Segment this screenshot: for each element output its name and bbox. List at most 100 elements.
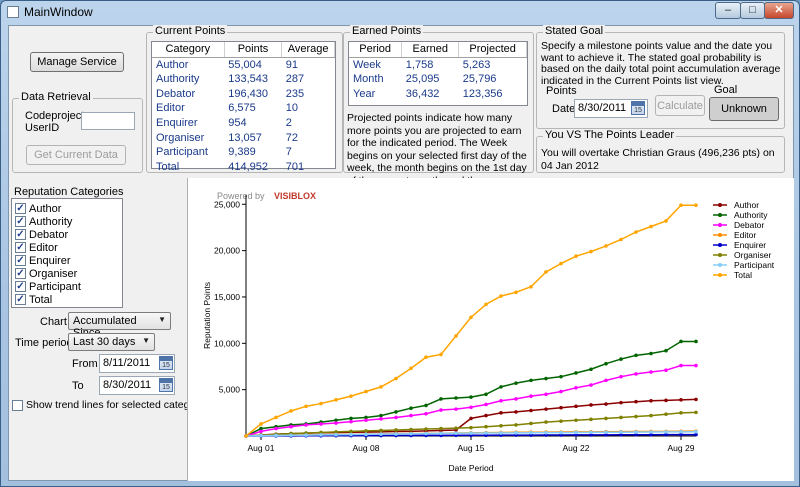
category-item-total[interactable]: ✓ Total: [15, 293, 52, 306]
data-point-total: [679, 203, 683, 207]
category-item-authority[interactable]: ✓ Authority: [15, 215, 72, 228]
col-average[interactable]: Average: [281, 42, 335, 58]
to-calendar-icon[interactable]: 15: [159, 378, 173, 392]
data-point-organiser: [364, 429, 368, 433]
data-point-organiser: [589, 417, 593, 422]
table-row[interactable]: Month 25,095 25,796: [349, 72, 527, 87]
current-points-label: Current Points: [153, 25, 228, 37]
chart-pane: Powered by VISIBLOX 5,000 10,000 15,000 20,00…: [187, 178, 794, 481]
data-point-participant: [304, 433, 308, 437]
goal-calendar-icon[interactable]: 15: [631, 101, 645, 115]
data-point-total: [349, 394, 353, 398]
goal-date-label: Date: [552, 103, 576, 115]
table-cell: 196,430: [228, 87, 268, 100]
data-point-organiser: [454, 426, 458, 430]
category-checkbox[interactable]: ✓: [15, 268, 26, 279]
col-category[interactable]: Category: [152, 42, 225, 58]
get-current-data-button[interactable]: Get Current Data: [26, 145, 126, 165]
table-row[interactable]: Enquirer 954 2: [152, 116, 335, 131]
table-cell: Month: [353, 73, 384, 86]
current-points-table[interactable]: Category Points Average Author 55,004 91 Au…: [151, 41, 336, 173]
userid-label-line2: UserID: [25, 122, 60, 134]
category-item-organiser[interactable]: ✓ Organiser: [15, 267, 77, 280]
data-point-debator: [499, 398, 503, 403]
table-row[interactable]: Debator 196,430 235: [152, 86, 335, 101]
data-point-total: [259, 422, 263, 426]
category-item-author[interactable]: ✓ Author: [15, 202, 61, 215]
table-cell: 25,796: [462, 73, 497, 86]
data-retrieval-group: Data Retrieval Codeproject UserID Get Cu…: [12, 91, 143, 173]
data-point-authority: [364, 415, 368, 420]
maximize-button[interactable]: □: [740, 2, 765, 19]
calculate-button[interactable]: Calculate: [655, 95, 705, 116]
data-point-debator: [514, 397, 518, 401]
col-period[interactable]: Period: [349, 42, 403, 58]
category-checkbox[interactable]: ✓: [15, 281, 26, 292]
data-point-debator: [439, 408, 443, 412]
to-date-input[interactable]: 8/30/2011: [99, 376, 175, 395]
category-item-editor[interactable]: ✓ Editor: [15, 241, 58, 254]
close-button[interactable]: ✕: [764, 2, 794, 19]
category-checkbox[interactable]: ✓: [15, 216, 26, 227]
time-period-select[interactable]: Last 30 days ▼: [68, 333, 155, 351]
table-row[interactable]: Organiser 13,057 72: [152, 130, 335, 145]
goal-date-input[interactable]: 8/30/2011: [574, 99, 648, 118]
category-checkbox[interactable]: ✓: [15, 203, 26, 214]
data-point-enquirer: [604, 433, 608, 437]
data-point-total: [394, 376, 398, 381]
from-label: From: [72, 358, 98, 370]
table-row[interactable]: Year 36,432 123,356: [349, 86, 527, 101]
category-checkbox[interactable]: ✓: [15, 255, 26, 266]
table-cell: Organiser: [156, 131, 205, 144]
y-tick-label: 15,000: [214, 292, 240, 302]
category-checkbox[interactable]: ✓: [15, 242, 26, 253]
category-item-enquirer[interactable]: ✓ Enquirer: [15, 254, 71, 267]
table-row[interactable]: Editor 6,575 10: [152, 101, 335, 116]
data-point-author: [664, 398, 668, 403]
manage-service-button[interactable]: Manage Service: [30, 52, 124, 72]
data-point-total: [634, 230, 638, 234]
col-earned[interactable]: Earned: [401, 42, 460, 58]
from-date-input[interactable]: 8/11/2011: [99, 354, 175, 373]
data-point-participant: [394, 432, 398, 436]
reputation-chart: Powered by VISIBLOX 5,000 10,000 15,000 20,00…: [202, 191, 775, 473]
trend-lines-checkbox[interactable]: [12, 399, 23, 411]
category-checkbox[interactable]: ✓: [15, 229, 26, 240]
table-row[interactable]: Authority 133,543 287: [152, 72, 335, 87]
category-label: Enquirer: [29, 254, 71, 267]
y-tick-label: 10,000: [214, 338, 240, 348]
data-point-author: [634, 399, 638, 404]
earned-points-table[interactable]: Period Earned Projected Week 1,758 5,263 Mo…: [348, 41, 528, 106]
legend-marker: [718, 233, 722, 237]
time-period-label: Time period: [15, 337, 73, 349]
category-item-participant[interactable]: ✓ Participant: [15, 280, 81, 293]
legend-entry: Debator: [734, 220, 764, 230]
data-point-organiser: [439, 426, 443, 431]
table-cell: Week: [353, 58, 381, 71]
chart-type-select[interactable]: Accumulated Since ▼: [68, 312, 171, 339]
data-point-debator: [274, 426, 278, 431]
table-row[interactable]: Author 55,004 91: [152, 57, 335, 72]
from-calendar-icon[interactable]: 15: [159, 356, 173, 370]
table-row[interactable]: Week 1,758 5,263: [349, 57, 527, 72]
window-title: MainWindow: [24, 5, 93, 19]
table-row[interactable]: Participant 9,389 7: [152, 145, 335, 160]
data-point-authority: [634, 353, 638, 358]
title-bar[interactable]: MainWindow – □ ✕: [1, 1, 799, 23]
table-cell: 5,263: [462, 58, 491, 71]
category-checkbox[interactable]: ✓: [15, 294, 26, 305]
col-points[interactable]: Points: [224, 42, 283, 58]
minimize-button[interactable]: –: [715, 2, 741, 19]
userid-input[interactable]: [81, 112, 135, 130]
category-item-debator[interactable]: ✓ Debator: [15, 228, 68, 241]
trend-lines-checkbox-row[interactable]: Show trend lines for selected categories: [12, 399, 212, 411]
data-point-author: [694, 397, 698, 402]
goal-points-label: Points: [546, 85, 577, 97]
data-point-total: [289, 409, 293, 413]
data-point-author: [604, 402, 608, 406]
goal-description: Specify a milestone points value and the…: [541, 40, 781, 87]
category-label: Authority: [29, 215, 73, 228]
table-row[interactable]: Total 414,952 701: [152, 160, 335, 175]
col-projected[interactable]: Projected: [458, 42, 527, 58]
data-point-participant: [529, 430, 533, 435]
